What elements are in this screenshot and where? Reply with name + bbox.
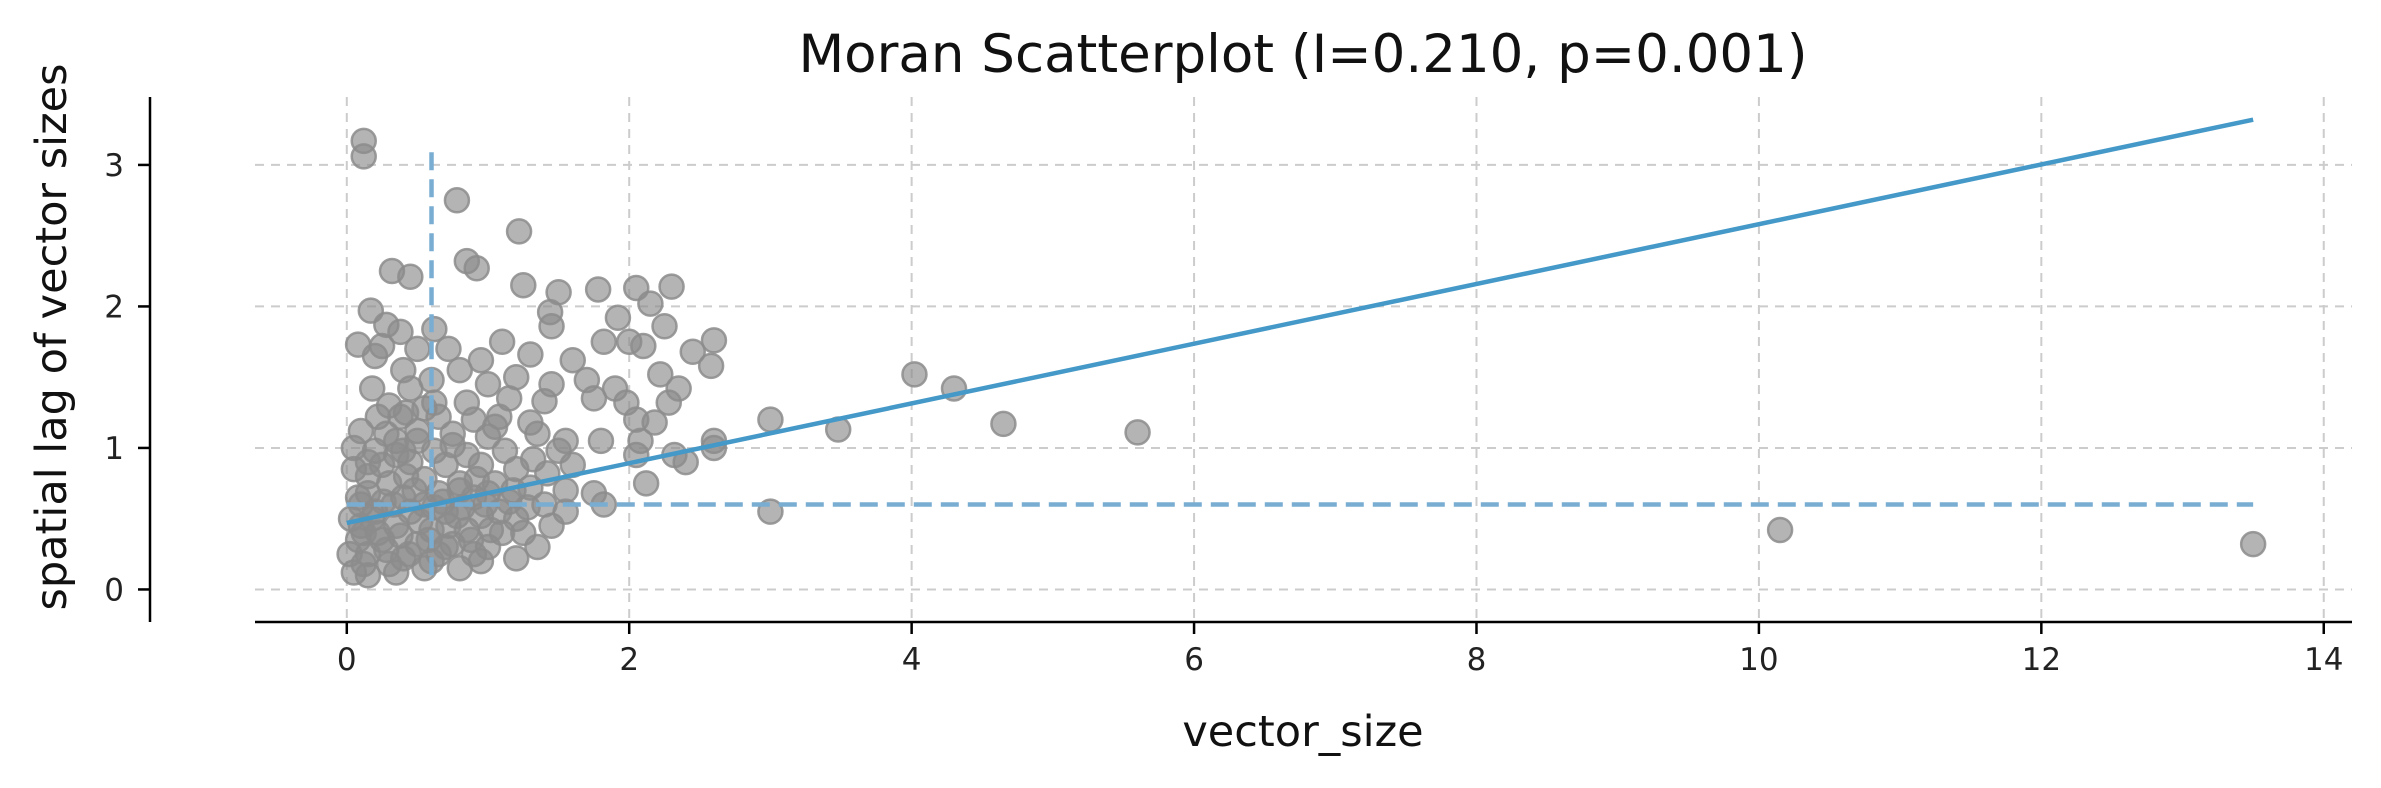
scatter-point <box>651 312 678 340</box>
scatter-point <box>531 387 558 415</box>
scatter-point <box>361 342 389 370</box>
scatter-point <box>655 389 683 416</box>
scatter-point <box>510 271 537 299</box>
regression-line <box>346 117 2254 526</box>
scatter-point <box>632 470 660 497</box>
y-tick-label: 0 <box>104 572 124 608</box>
scatter-point <box>679 338 707 365</box>
scatter-point <box>350 550 377 578</box>
scatter-point <box>757 406 784 433</box>
scatter-point <box>524 533 551 561</box>
axes <box>148 97 2352 624</box>
scatter-point <box>395 540 423 568</box>
scatter-point <box>392 462 420 490</box>
scatter-point <box>439 431 466 459</box>
scatter-point <box>404 335 431 363</box>
scatter-point <box>658 273 685 300</box>
scatter-point <box>637 290 664 317</box>
scatter-point <box>463 254 490 282</box>
scatter-point <box>990 410 1017 438</box>
scatter-point <box>580 385 608 412</box>
x-tick-label: 6 <box>1184 642 1204 678</box>
scatter-points <box>336 127 2267 589</box>
x-tick-label: 0 <box>337 642 357 678</box>
x-tick-label: 10 <box>1739 642 1778 678</box>
scatter-point <box>350 519 377 547</box>
scatter-point <box>502 545 530 572</box>
scatter-point <box>474 371 502 398</box>
scatter-point <box>382 441 410 469</box>
scatter-point <box>397 263 424 290</box>
x-axis-title: vector_size <box>1182 707 1423 757</box>
x-tick-label: 12 <box>2022 642 2061 678</box>
mean-reference-lines <box>346 143 2254 576</box>
y-axis-title: spatial lag of vector sizes <box>27 63 77 610</box>
y-tick-label: 2 <box>104 289 124 325</box>
scatter-point <box>387 318 414 346</box>
scatter-point <box>350 143 377 170</box>
scatter-point <box>467 346 495 374</box>
scatter-point <box>392 399 420 426</box>
scatter-point <box>615 328 643 356</box>
scatter-point <box>590 328 618 356</box>
x-tick-label: 8 <box>1467 642 1487 678</box>
chart-title: Moran Scatterplot (I=0.210, p=0.001) <box>798 24 1807 85</box>
x-tick-label: 4 <box>902 642 922 678</box>
scatter-point <box>488 328 516 356</box>
scatter-point <box>517 341 544 368</box>
scatter-point <box>1766 516 1794 544</box>
scatter-point <box>519 446 547 473</box>
x-tick-label: 2 <box>619 642 639 678</box>
scatter-point <box>647 361 674 388</box>
scatter-point <box>505 218 533 245</box>
scatter-point <box>446 356 474 384</box>
scatter-point <box>641 409 668 436</box>
scatter-point <box>697 352 725 380</box>
scatter-point <box>587 427 615 455</box>
scatter-point <box>700 327 728 354</box>
scatter-point <box>354 448 382 476</box>
scatter-point <box>421 315 448 343</box>
scatter-point <box>514 494 541 521</box>
scatter-point <box>524 420 551 448</box>
scatter-point <box>370 488 397 515</box>
x-axis-ticks: 0 2 4 6 8 10 12 14 <box>337 622 2343 678</box>
scatter-point <box>1124 419 1151 446</box>
y-tick-label: 3 <box>104 148 124 184</box>
scatter-point <box>584 276 612 303</box>
y-tick-label: 1 <box>104 431 124 467</box>
scatter-point <box>443 502 471 530</box>
grid-lines <box>255 97 2352 622</box>
scatter-point <box>421 389 448 416</box>
scatter-point <box>432 533 459 561</box>
scatter-point <box>2239 530 2267 558</box>
scatter-point <box>552 477 579 504</box>
scatter-point <box>435 335 462 363</box>
scatter-point <box>538 312 565 340</box>
scatter-point <box>901 361 928 388</box>
scatter-point <box>559 346 586 374</box>
scatter-point <box>604 304 632 332</box>
scatter-point <box>457 526 485 554</box>
y-axis-ticks: 0 1 2 3 <box>104 148 150 608</box>
scatter-point <box>358 375 386 402</box>
scatter-point <box>443 187 471 214</box>
regression-line-group <box>346 117 2254 526</box>
x-tick-label: 14 <box>2304 642 2343 678</box>
scatter-point <box>481 413 509 440</box>
